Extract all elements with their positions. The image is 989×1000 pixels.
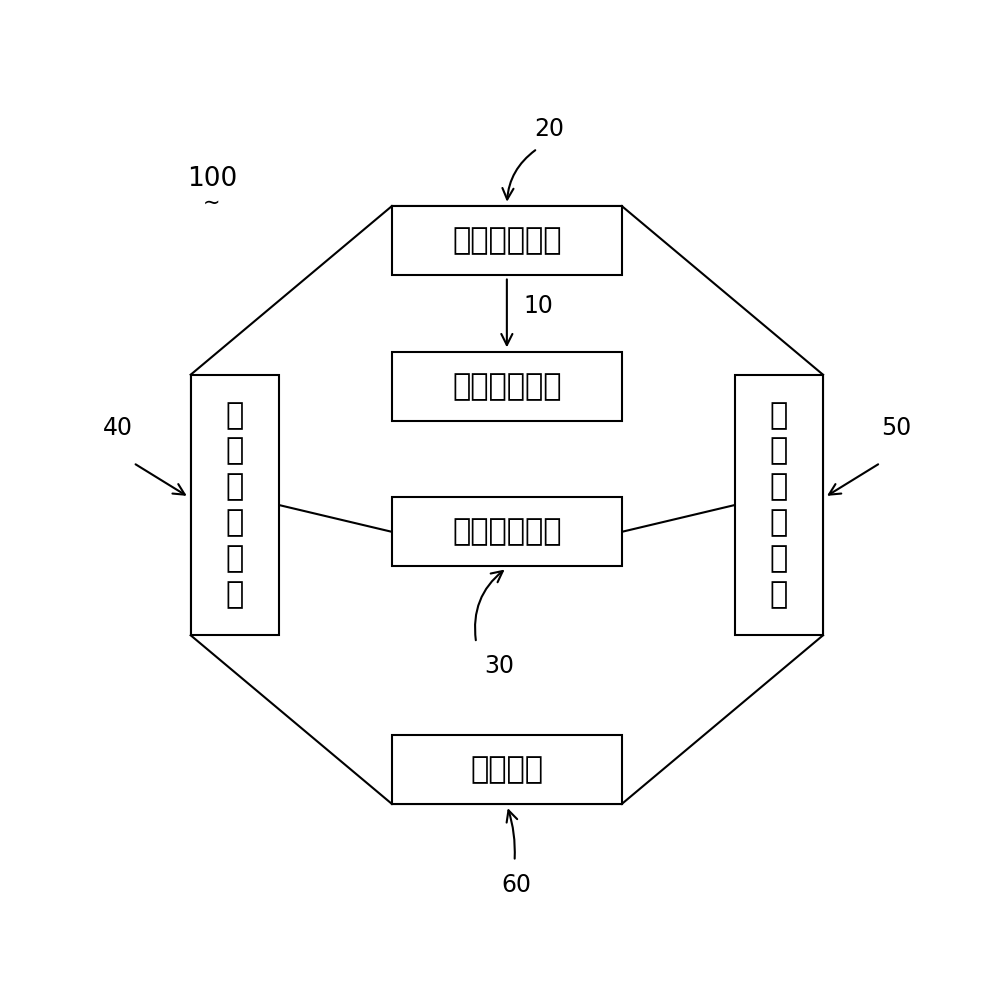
Text: 10: 10 bbox=[524, 294, 554, 318]
FancyArrowPatch shape bbox=[502, 150, 535, 199]
Text: 50: 50 bbox=[881, 416, 911, 440]
Text: 负极放料装置: 负极放料装置 bbox=[452, 226, 562, 255]
Text: 20: 20 bbox=[534, 117, 564, 141]
Text: ∼: ∼ bbox=[203, 192, 221, 212]
Text: 第
二
复
合
装
置: 第 二 复 合 装 置 bbox=[769, 401, 788, 609]
Text: 60: 60 bbox=[501, 873, 531, 897]
Text: 40: 40 bbox=[103, 416, 133, 440]
FancyArrowPatch shape bbox=[506, 810, 517, 859]
Text: 隔膜放料装置: 隔膜放料装置 bbox=[452, 372, 562, 401]
Bar bbox=[392, 206, 622, 275]
Text: 正极放料装置: 正极放料装置 bbox=[452, 517, 562, 546]
Bar bbox=[392, 735, 622, 804]
Text: 卷绕装置: 卷绕装置 bbox=[471, 755, 543, 784]
FancyArrowPatch shape bbox=[135, 464, 185, 495]
FancyArrowPatch shape bbox=[475, 571, 502, 640]
Text: 100: 100 bbox=[187, 166, 237, 192]
Text: 30: 30 bbox=[485, 654, 514, 678]
Bar bbox=[735, 375, 823, 635]
Bar bbox=[191, 375, 279, 635]
Bar bbox=[392, 352, 622, 421]
Text: 第
一
复
合
装
置: 第 一 复 合 装 置 bbox=[225, 401, 244, 609]
Bar bbox=[392, 497, 622, 566]
FancyArrowPatch shape bbox=[829, 464, 878, 495]
